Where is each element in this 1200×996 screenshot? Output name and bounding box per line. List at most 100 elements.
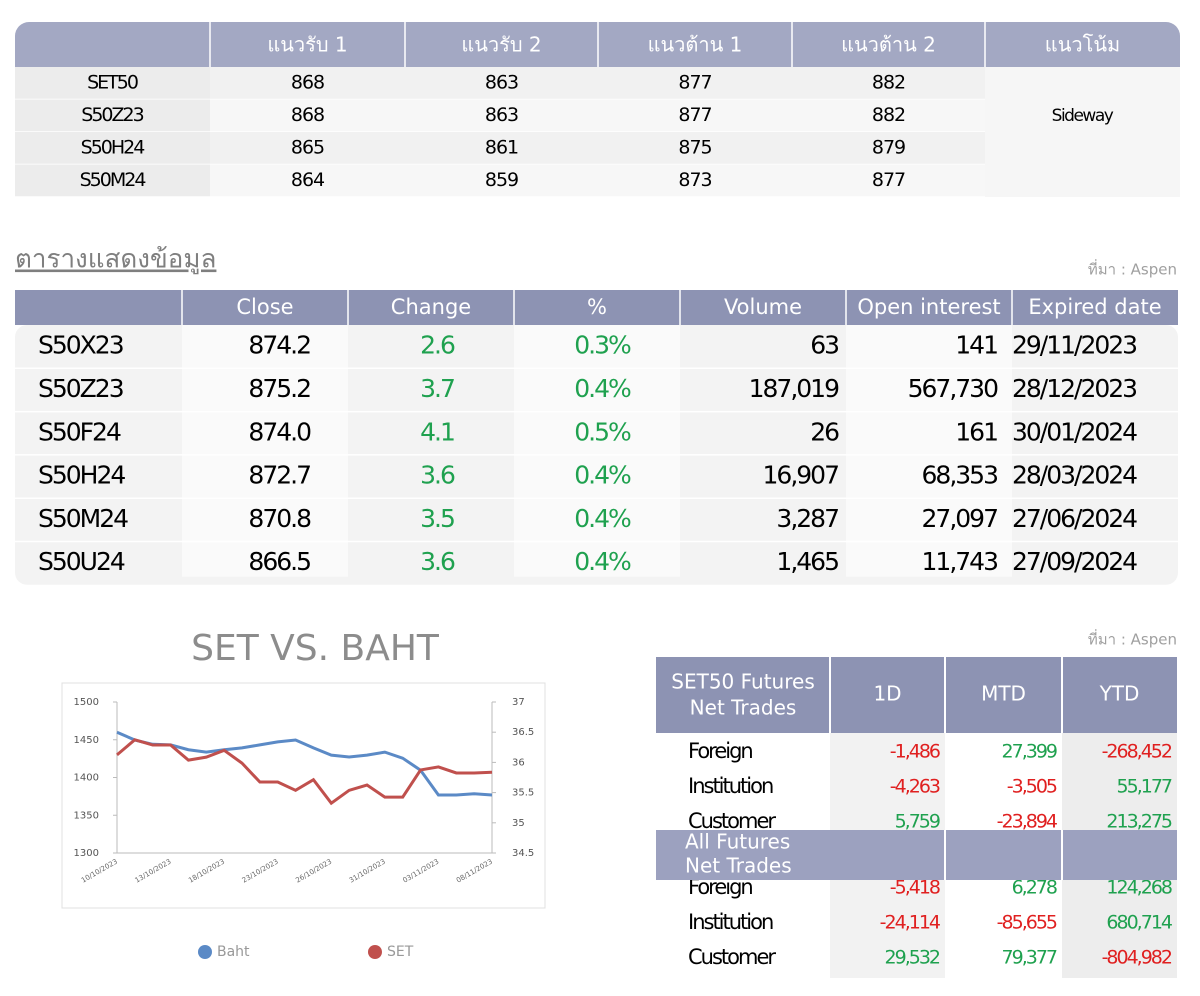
column-header: 1D (873, 682, 901, 706)
y2-tick-label: 37 (512, 697, 525, 708)
section-title: All Futures (685, 830, 790, 854)
cell-value: 3.5 (420, 504, 454, 533)
row-label: S50H24 (81, 137, 146, 159)
section-header (656, 657, 1177, 733)
cell-value: 27/06/2024 (1012, 504, 1137, 533)
cell-value: 868 (291, 104, 324, 126)
cell-value: 11,743 (922, 547, 998, 576)
row-label: S50F24 (38, 417, 121, 446)
cell-value: 859 (485, 169, 518, 191)
cell-value: 26 (810, 417, 839, 446)
row-label: S50X23 (38, 331, 123, 360)
cell (210, 164, 985, 197)
cell-value: 28/03/2024 (1012, 461, 1137, 490)
legend-label: SET (387, 944, 414, 960)
trend-value: Sideway (1052, 106, 1114, 126)
cell-value: 30/01/2024 (1012, 417, 1137, 446)
row-label: S50Z23 (38, 374, 123, 403)
y-tick-label: 1450 (74, 735, 99, 746)
cell (210, 132, 985, 165)
cell-value: 27/09/2024 (1012, 547, 1137, 576)
cell-value: -804,982 (1102, 947, 1172, 969)
cell (15, 67, 210, 100)
column-shade (514, 325, 680, 577)
cell-value: 870.8 (248, 504, 311, 533)
cell-value: 29,532 (885, 947, 940, 969)
section-title: Net Trades (690, 696, 797, 720)
row-label: Customer (688, 809, 776, 833)
cell-value: 1,465 (776, 547, 838, 576)
y2-tick-label: 34.5 (512, 848, 534, 859)
cell-value: 874.0 (248, 417, 311, 446)
cell-value: 161 (955, 417, 997, 446)
cell-value: 567,730 (908, 374, 998, 403)
cell (15, 99, 210, 132)
cell-value: 16,907 (763, 461, 839, 490)
cell-value: 2.6 (420, 331, 455, 360)
cell-value: -4,263 (890, 776, 940, 798)
cell-value: 187,019 (749, 374, 839, 403)
y-tick-label: 1400 (74, 773, 99, 784)
cell-value: 877 (872, 169, 905, 191)
cell-value: 0.5% (574, 417, 631, 446)
column-header: % (587, 295, 607, 319)
cell-value: 861 (485, 137, 518, 159)
cell-value: 863 (485, 104, 518, 126)
chart-title: SET VS. BAHT (191, 628, 440, 669)
cell-value: 0.3% (574, 331, 631, 360)
cell-value: 865 (291, 137, 324, 159)
trend-cell (985, 67, 1180, 197)
cell-value: 213,275 (1106, 811, 1171, 833)
row-label: Institution (688, 910, 773, 934)
cell-value: 868 (291, 72, 324, 94)
row-label: Customer (688, 945, 776, 969)
legend-marker (198, 945, 212, 959)
column-header: YTD (1099, 682, 1140, 706)
column-shade (182, 325, 348, 577)
cell-value: 68,353 (922, 461, 998, 490)
y-tick-label: 1300 (74, 848, 99, 859)
row-label: S50M24 (38, 504, 128, 533)
cell-value: 877 (678, 104, 711, 126)
cell-value: -5,418 (890, 877, 940, 899)
cell-value: 3.6 (420, 547, 455, 576)
cell-value: 27,097 (922, 504, 998, 533)
cell-value: 874.2 (248, 331, 310, 360)
cell-value: 680,714 (1106, 912, 1172, 934)
y-tick-label: 1500 (74, 697, 99, 708)
cell-value: 5,759 (895, 811, 940, 833)
column-shade (846, 325, 1012, 577)
section-title: Net Trades (685, 854, 792, 878)
cell-value: 877 (678, 72, 711, 94)
cell-value: 882 (872, 72, 905, 94)
line-series (116, 738, 493, 806)
y2-tick-label: 36 (512, 757, 525, 768)
cell (210, 67, 985, 100)
column-header: แนวรับ 1 (267, 33, 347, 57)
cell-value: -23,894 (997, 811, 1058, 833)
legend-label: Baht (217, 944, 250, 960)
cell (15, 132, 210, 165)
cell-value: 55,177 (1117, 776, 1172, 798)
column-header: MTD (981, 682, 1026, 706)
cell-value: -85,655 (997, 912, 1057, 934)
cell-value: 4.1 (420, 417, 454, 446)
cell-value: 0.4% (574, 374, 631, 403)
cell-value: 875.2 (248, 374, 310, 403)
cell-value: 0.4% (574, 461, 631, 490)
cell-value: 864 (291, 169, 325, 191)
row-label: S50H24 (38, 461, 125, 490)
cell-value: 28/12/2023 (1012, 374, 1136, 403)
y-tick-label: 1350 (74, 810, 99, 821)
row-label: SET50 (87, 72, 138, 94)
cell-value: 863 (485, 72, 518, 94)
column-header: แนวรับ 2 (461, 33, 541, 57)
cell-value: 6,278 (1012, 877, 1057, 899)
source-note: ที่มา : Aspen (1088, 259, 1177, 279)
cell-value: 141 (955, 331, 997, 360)
cell-value: 124,268 (1106, 877, 1171, 899)
column-header: Open interest (857, 295, 1000, 319)
cell-value: 27,399 (1002, 741, 1057, 763)
